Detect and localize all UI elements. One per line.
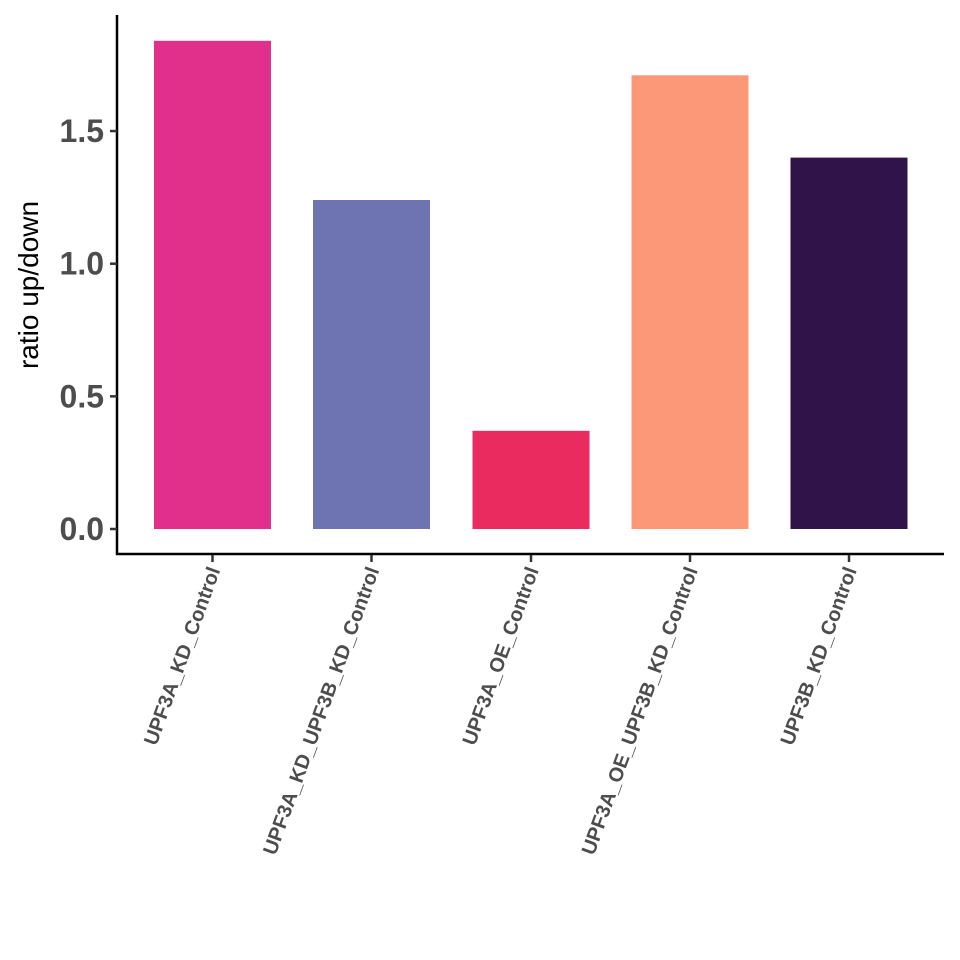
x-tick-label: UPF3A_KD_UPF3B_KD_Control xyxy=(259,564,384,858)
bar-upf3b-kd-control xyxy=(790,157,908,529)
bar-upf3a-kd-control xyxy=(154,40,271,530)
y-tick-label: 0.0 xyxy=(60,511,104,547)
x-tick-label: UPF3A_OE_Control xyxy=(459,564,544,748)
bar-upf3a-oe-control xyxy=(472,430,590,529)
bar-upf3a-kd-upf3b-kd-control xyxy=(313,200,430,529)
bars-group xyxy=(154,40,908,530)
bar-upf3a-oe-upf3b-kd-control xyxy=(631,75,749,530)
y-tick-label: 1.0 xyxy=(60,246,104,282)
y-tick-label: 1.5 xyxy=(60,113,104,149)
y-axis: 0.0 0.5 1.0 1.5 xyxy=(60,15,119,555)
x-tick-label: UPF3A_KD_Control xyxy=(140,564,225,748)
y-tick-label: 0.5 xyxy=(60,378,104,414)
y-axis-title: ratio up/down xyxy=(13,201,44,369)
x-axis: UPF3A_KD_Control UPF3A_KD_UPF3B_KD_Contro… xyxy=(116,552,944,858)
y-ticks-group: 0.0 0.5 1.0 1.5 xyxy=(60,113,117,547)
x-tick-label: UPF3A_OE_UPF3B_KD_Control xyxy=(578,564,703,858)
x-ticks-group: UPF3A_KD_Control UPF3A_KD_UPF3B_KD_Contro… xyxy=(140,555,862,858)
x-tick-label: UPF3B_KD_Control xyxy=(777,564,862,748)
